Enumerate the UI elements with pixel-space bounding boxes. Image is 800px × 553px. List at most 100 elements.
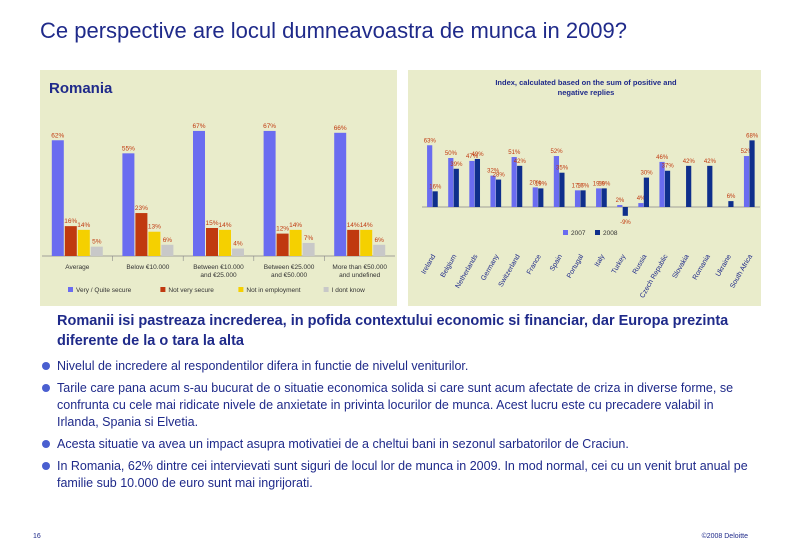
bar: [161, 244, 174, 256]
page-number: 16: [33, 533, 41, 540]
bar: [360, 229, 373, 256]
category-label: and €50.000: [271, 272, 308, 279]
data-label: 55%: [122, 145, 135, 152]
data-label: 14%: [289, 222, 302, 229]
category-label: Between €10.000: [193, 264, 244, 271]
bar: [495, 179, 502, 207]
category-label: Belgium: [440, 253, 459, 279]
bar: [638, 203, 644, 207]
category-label: and undefined: [339, 272, 381, 279]
category-label: and €25.000: [200, 272, 237, 279]
data-label: 66%: [334, 125, 347, 132]
category-label: South Africa: [729, 253, 754, 289]
bar: [427, 145, 433, 207]
bar: [559, 172, 565, 207]
data-label: 23%: [135, 205, 148, 212]
data-label: 67%: [263, 123, 276, 130]
legend-swatch: [238, 287, 244, 292]
data-label: 5%: [92, 239, 102, 246]
bar: [448, 158, 454, 207]
bar: [302, 242, 315, 256]
category-label: Spain: [549, 253, 564, 272]
data-label: 42%: [683, 159, 696, 165]
data-label: 16%: [429, 184, 442, 190]
bar: [707, 165, 713, 207]
data-label: 15%: [205, 220, 218, 227]
category-label: Below €10.000: [126, 264, 169, 271]
bar: [659, 161, 665, 207]
data-label: 50%: [445, 151, 458, 157]
data-label: 13%: [148, 224, 161, 231]
category-label: Average: [65, 264, 89, 271]
bar: [122, 153, 135, 256]
bar: [193, 130, 205, 256]
bar: [453, 168, 459, 207]
bar: [64, 226, 77, 256]
data-label: 42%: [704, 159, 717, 165]
bar: [643, 177, 650, 207]
bar: [90, 246, 103, 256]
category-label: Slovakia: [671, 253, 690, 280]
data-label: 19%: [593, 181, 606, 187]
legend-swatch: [563, 230, 568, 235]
bar: [135, 213, 148, 256]
category-label: Portugal: [566, 253, 585, 279]
data-label: 19%: [598, 181, 611, 187]
bullet-dot-icon: [42, 462, 50, 470]
category-label: Italy: [594, 253, 607, 268]
data-label: 20%: [529, 180, 542, 186]
data-label: 7%: [304, 235, 314, 242]
data-label: 49%: [472, 152, 485, 158]
category-label: Netherlands: [455, 253, 480, 290]
bar: [474, 158, 481, 207]
index-chart: Index, calculated based on the sum of po…: [421, 78, 760, 299]
legend-label: I dont know: [332, 287, 366, 294]
category-label: Germany: [480, 253, 501, 282]
data-label: 6%: [727, 194, 736, 200]
category-label: Ukraine: [715, 253, 733, 277]
bar: [517, 165, 523, 207]
bar: [289, 229, 302, 256]
romania-chart-panel: Romania 62% 16% 14% 5% Average 55% 23% 13% 6% Belo…: [40, 70, 397, 306]
bar: [596, 188, 602, 207]
data-label: 16%: [64, 218, 77, 225]
category-label: Between €25.000: [264, 264, 315, 271]
data-label: -9%: [620, 220, 631, 226]
category-label: Russia: [632, 253, 649, 275]
data-label: 51%: [508, 150, 521, 156]
data-label: 14%: [347, 222, 360, 229]
data-label: 4%: [233, 241, 243, 248]
legend-swatch: [595, 230, 600, 235]
chart-title: Romania: [49, 80, 113, 97]
legend-label: Not in employment: [246, 287, 300, 294]
data-label: 14%: [360, 222, 373, 229]
data-label: 12%: [276, 226, 289, 233]
bar: [206, 228, 218, 256]
data-label: 2%: [616, 198, 625, 204]
bar: [219, 229, 231, 256]
data-label: 67%: [192, 123, 205, 130]
data-label: 6%: [163, 237, 173, 244]
data-label: 62%: [51, 132, 64, 139]
bar: [617, 205, 623, 207]
bar: [490, 175, 496, 207]
data-label: 19%: [535, 181, 548, 187]
data-label: 63%: [424, 138, 437, 144]
bar: [538, 188, 544, 207]
bar: [622, 207, 628, 216]
data-label: 4%: [637, 196, 646, 202]
bar: [574, 190, 581, 207]
bar: [664, 170, 671, 207]
bullet-dot-icon: [42, 440, 50, 448]
legend-label: 2007: [571, 230, 586, 237]
category-label: Turkey: [611, 253, 628, 275]
legend-label: Very / Quite secure: [76, 287, 132, 294]
category-label: Ireland: [421, 253, 438, 275]
bullet-item: Nivelul de incredere al respondentilor d…: [42, 358, 757, 375]
bar: [743, 156, 750, 207]
bar: [232, 248, 244, 256]
page-title: Ce perspective are locul dumneavoastra d…: [40, 18, 628, 43]
data-label: 17%: [572, 183, 585, 189]
data-label: 42%: [514, 159, 527, 165]
data-label: 14%: [218, 222, 231, 229]
